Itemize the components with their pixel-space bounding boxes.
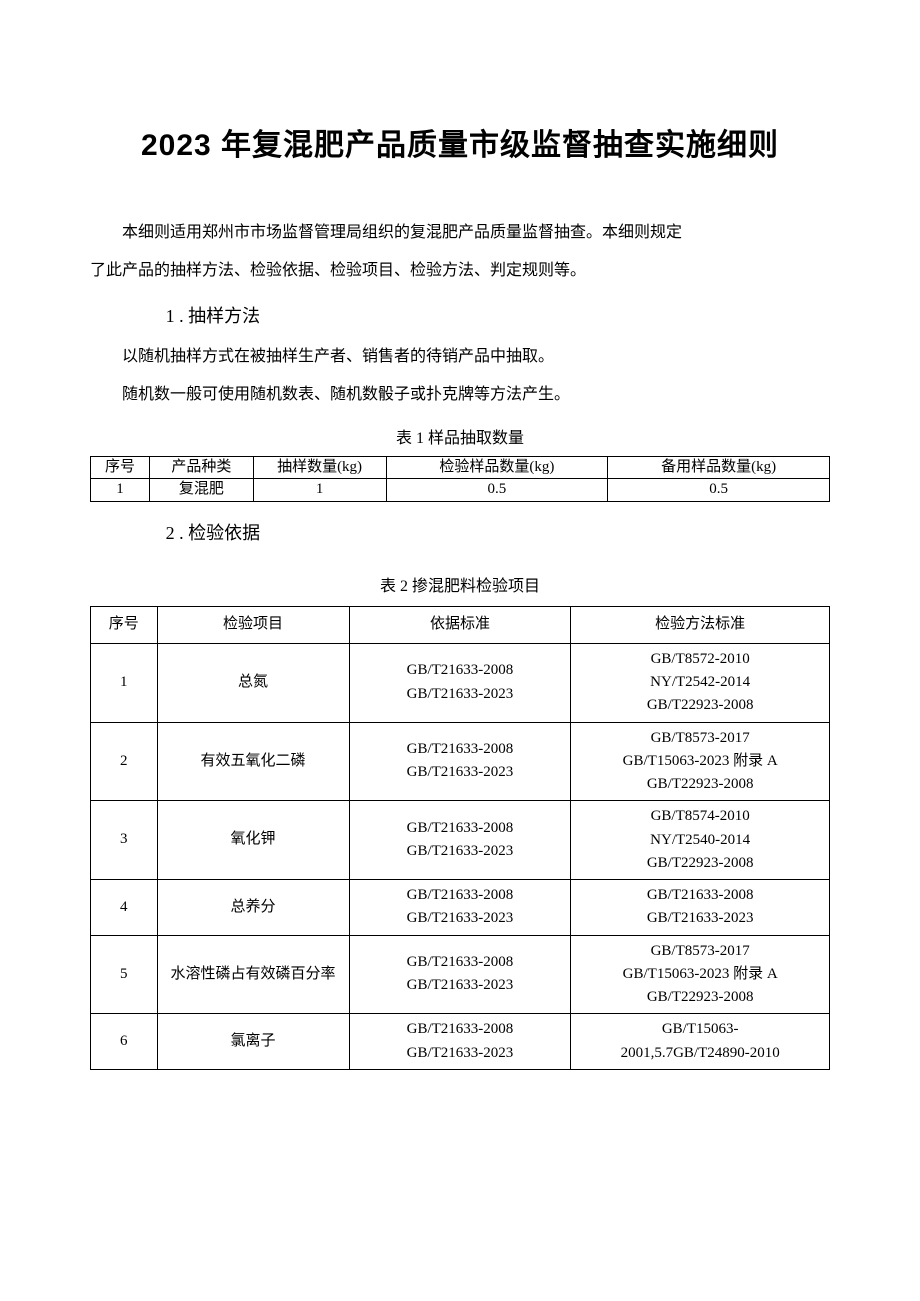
table-cell: 1 xyxy=(91,479,150,502)
table-row: 6氯离子GB/T21633-2008GB/T21633-2023GB/T1506… xyxy=(91,1014,830,1070)
table-row: 序号 检验项目 依据标准 检验方法标准 xyxy=(91,607,830,644)
table-cell: 水溶性磷占有效磷百分率 xyxy=(157,935,349,1014)
table-cell: 2 xyxy=(91,722,158,801)
table-header-cell: 序号 xyxy=(91,607,158,644)
intro-line-2: 了此产品的抽样方法、检验依据、检验项目、检验方法、判定规则等。 xyxy=(90,252,830,290)
section-1-p2: 随机数一般可使用随机数表、随机数骰子或扑克牌等方法产生。 xyxy=(90,376,830,414)
table-1-caption: 表 1 样品抽取数量 xyxy=(90,421,830,456)
table-cell: GB/T21633-2008GB/T21633-2023 xyxy=(349,643,571,722)
table-cell: 有效五氧化二磷 xyxy=(157,722,349,801)
table-cell: 氧化钾 xyxy=(157,801,349,880)
table-1: 序号 产品种类 抽样数量(kg) 检验样品数量(kg) 备用样品数量(kg) 1… xyxy=(90,456,830,502)
table-cell: GB/T8573-2017GB/T15063-2023 附录 AGB/T2292… xyxy=(571,935,830,1014)
section-2-heading: 2 . 检验依据 xyxy=(90,512,830,555)
table-cell: GB/T21633-2008GB/T21633-2023 xyxy=(571,880,830,936)
table-cell: GB/T8573-2017GB/T15063-2023 附录 AGB/T2292… xyxy=(571,722,830,801)
table-cell: 6 xyxy=(91,1014,158,1070)
table-cell: 总氮 xyxy=(157,643,349,722)
table-cell: GB/T21633-2008GB/T21633-2023 xyxy=(349,1014,571,1070)
table-cell: GB/T15063-2001,5.7GB/T24890-2010 xyxy=(571,1014,830,1070)
table-header-cell: 序号 xyxy=(91,456,150,479)
table-cell: GB/T21633-2008GB/T21633-2023 xyxy=(349,722,571,801)
table-header-cell: 检验样品数量(kg) xyxy=(386,456,608,479)
table-cell: 总养分 xyxy=(157,880,349,936)
table-row: 5水溶性磷占有效磷百分率GB/T21633-2008GB/T21633-2023… xyxy=(91,935,830,1014)
table-cell: 0.5 xyxy=(608,479,830,502)
table-cell: GB/T21633-2008GB/T21633-2023 xyxy=(349,935,571,1014)
table-2-caption: 表 2 掺混肥料检验项目 xyxy=(90,569,830,604)
table-cell: 复混肥 xyxy=(150,479,253,502)
table-header-cell: 备用样品数量(kg) xyxy=(608,456,830,479)
table-row: 3氧化钾GB/T21633-2008GB/T21633-2023GB/T8574… xyxy=(91,801,830,880)
table-2: 序号 检验项目 依据标准 检验方法标准 1总氮GB/T21633-2008GB/… xyxy=(90,606,830,1070)
table-cell: 0.5 xyxy=(386,479,608,502)
table-cell: 1 xyxy=(91,643,158,722)
table-row: 1总氮GB/T21633-2008GB/T21633-2023GB/T8572-… xyxy=(91,643,830,722)
table-header-cell: 产品种类 xyxy=(150,456,253,479)
section-1-p1: 以随机抽样方式在被抽样生产者、销售者的待销产品中抽取。 xyxy=(90,338,830,376)
page-title: 2023 年复混肥产品质量市级监督抽查实施细则 xyxy=(90,120,830,164)
table-header-cell: 依据标准 xyxy=(349,607,571,644)
table-header-cell: 检验方法标准 xyxy=(571,607,830,644)
table-row: 2有效五氧化二磷GB/T21633-2008GB/T21633-2023GB/T… xyxy=(91,722,830,801)
table-cell: GB/T8572-2010NY/T2542-2014GB/T22923-2008 xyxy=(571,643,830,722)
table-cell: GB/T21633-2008GB/T21633-2023 xyxy=(349,880,571,936)
table-row: 1 复混肥 1 0.5 0.5 xyxy=(91,479,830,502)
table-cell: 5 xyxy=(91,935,158,1014)
table-cell: 氯离子 xyxy=(157,1014,349,1070)
table-cell: GB/T8574-2010NY/T2540-2014GB/T22923-2008 xyxy=(571,801,830,880)
table-header-cell: 检验项目 xyxy=(157,607,349,644)
table-row: 序号 产品种类 抽样数量(kg) 检验样品数量(kg) 备用样品数量(kg) xyxy=(91,456,830,479)
table-row: 4总养分GB/T21633-2008GB/T21633-2023GB/T2163… xyxy=(91,880,830,936)
table-cell: 1 xyxy=(253,479,386,502)
table-header-cell: 抽样数量(kg) xyxy=(253,456,386,479)
intro-line-1: 本细则适用郑州市市场监督管理局组织的复混肥产品质量监督抽查。本细则规定 xyxy=(90,214,830,252)
section-1-heading: 1 . 抽样方法 xyxy=(90,295,830,338)
table-cell: GB/T21633-2008GB/T21633-2023 xyxy=(349,801,571,880)
table-cell: 3 xyxy=(91,801,158,880)
table-cell: 4 xyxy=(91,880,158,936)
